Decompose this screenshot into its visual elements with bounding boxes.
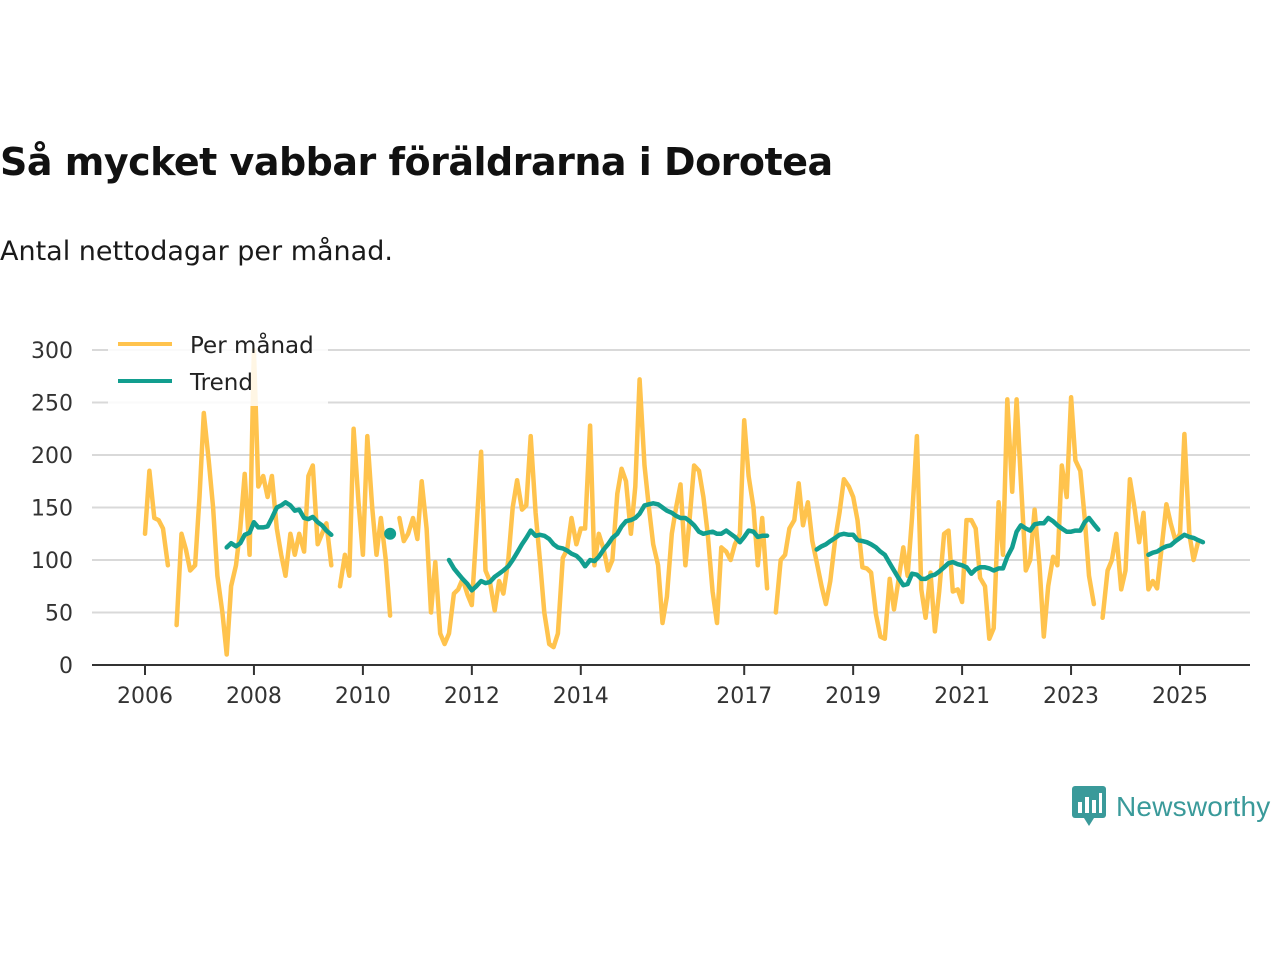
series-line-monthly: [142, 468, 171, 568]
x-tick-label: 2021: [934, 684, 990, 709]
x-tick-label: 2008: [226, 684, 282, 709]
x-tick-label: 2006: [117, 684, 173, 709]
series-line-monthly: [1100, 431, 1201, 621]
y-tick-label: 100: [31, 549, 73, 574]
series-trend: [224, 500, 1206, 593]
newsworthy-logo: Newsworthy: [1072, 786, 1270, 828]
x-tick-label: 2012: [444, 684, 500, 709]
chart-subtitle: Antal nettodagar per månad.: [0, 236, 393, 267]
series-line-monthly: [773, 395, 1097, 642]
axis-layer: 0 50 100 150 200 250 300 2006 2008 2010 2012 2014 20…: [31, 339, 1250, 709]
x-tick-label: 2014: [553, 684, 609, 709]
line-chart: 0 50 100 150 200 250 300 2006 2008 2010 2012 2014 20…: [31, 328, 1250, 709]
legend-label-trend: Trend: [189, 370, 253, 396]
legend: Per månad Trend: [108, 328, 328, 406]
data-point-trend: [384, 527, 397, 540]
legend-background: [108, 328, 328, 406]
series-line-trend: [814, 515, 1101, 588]
newsworthy-logo-icon: [1072, 786, 1106, 826]
series-line-monthly: [337, 426, 393, 618]
y-tick-label: 50: [45, 602, 73, 627]
series-monthly: [142, 347, 1201, 657]
y-tick-label: 200: [31, 444, 73, 469]
x-tick-label: 2010: [335, 684, 391, 709]
x-tick-label: 2017: [716, 684, 772, 709]
series-line-monthly: [397, 377, 770, 650]
x-tick-label: 2025: [1152, 684, 1208, 709]
newsworthy-logo-text: Newsworthy: [1116, 791, 1271, 822]
y-tick-label: 300: [31, 339, 73, 364]
y-tick-label: 0: [59, 654, 73, 679]
series-line-trend: [446, 501, 770, 593]
legend-label-monthly: Per månad: [190, 331, 314, 359]
y-tick-label: 150: [31, 497, 73, 522]
y-tick-label: 250: [31, 392, 73, 417]
x-tick-label: 2023: [1043, 684, 1099, 709]
x-tick-label: 2019: [825, 684, 881, 709]
series-line-trend: [1146, 532, 1206, 558]
chart-title: Så mycket vabbar föräldrarna i Dorotea: [0, 140, 833, 184]
series-layer: [142, 347, 1206, 657]
series-line-trend: [224, 500, 334, 550]
